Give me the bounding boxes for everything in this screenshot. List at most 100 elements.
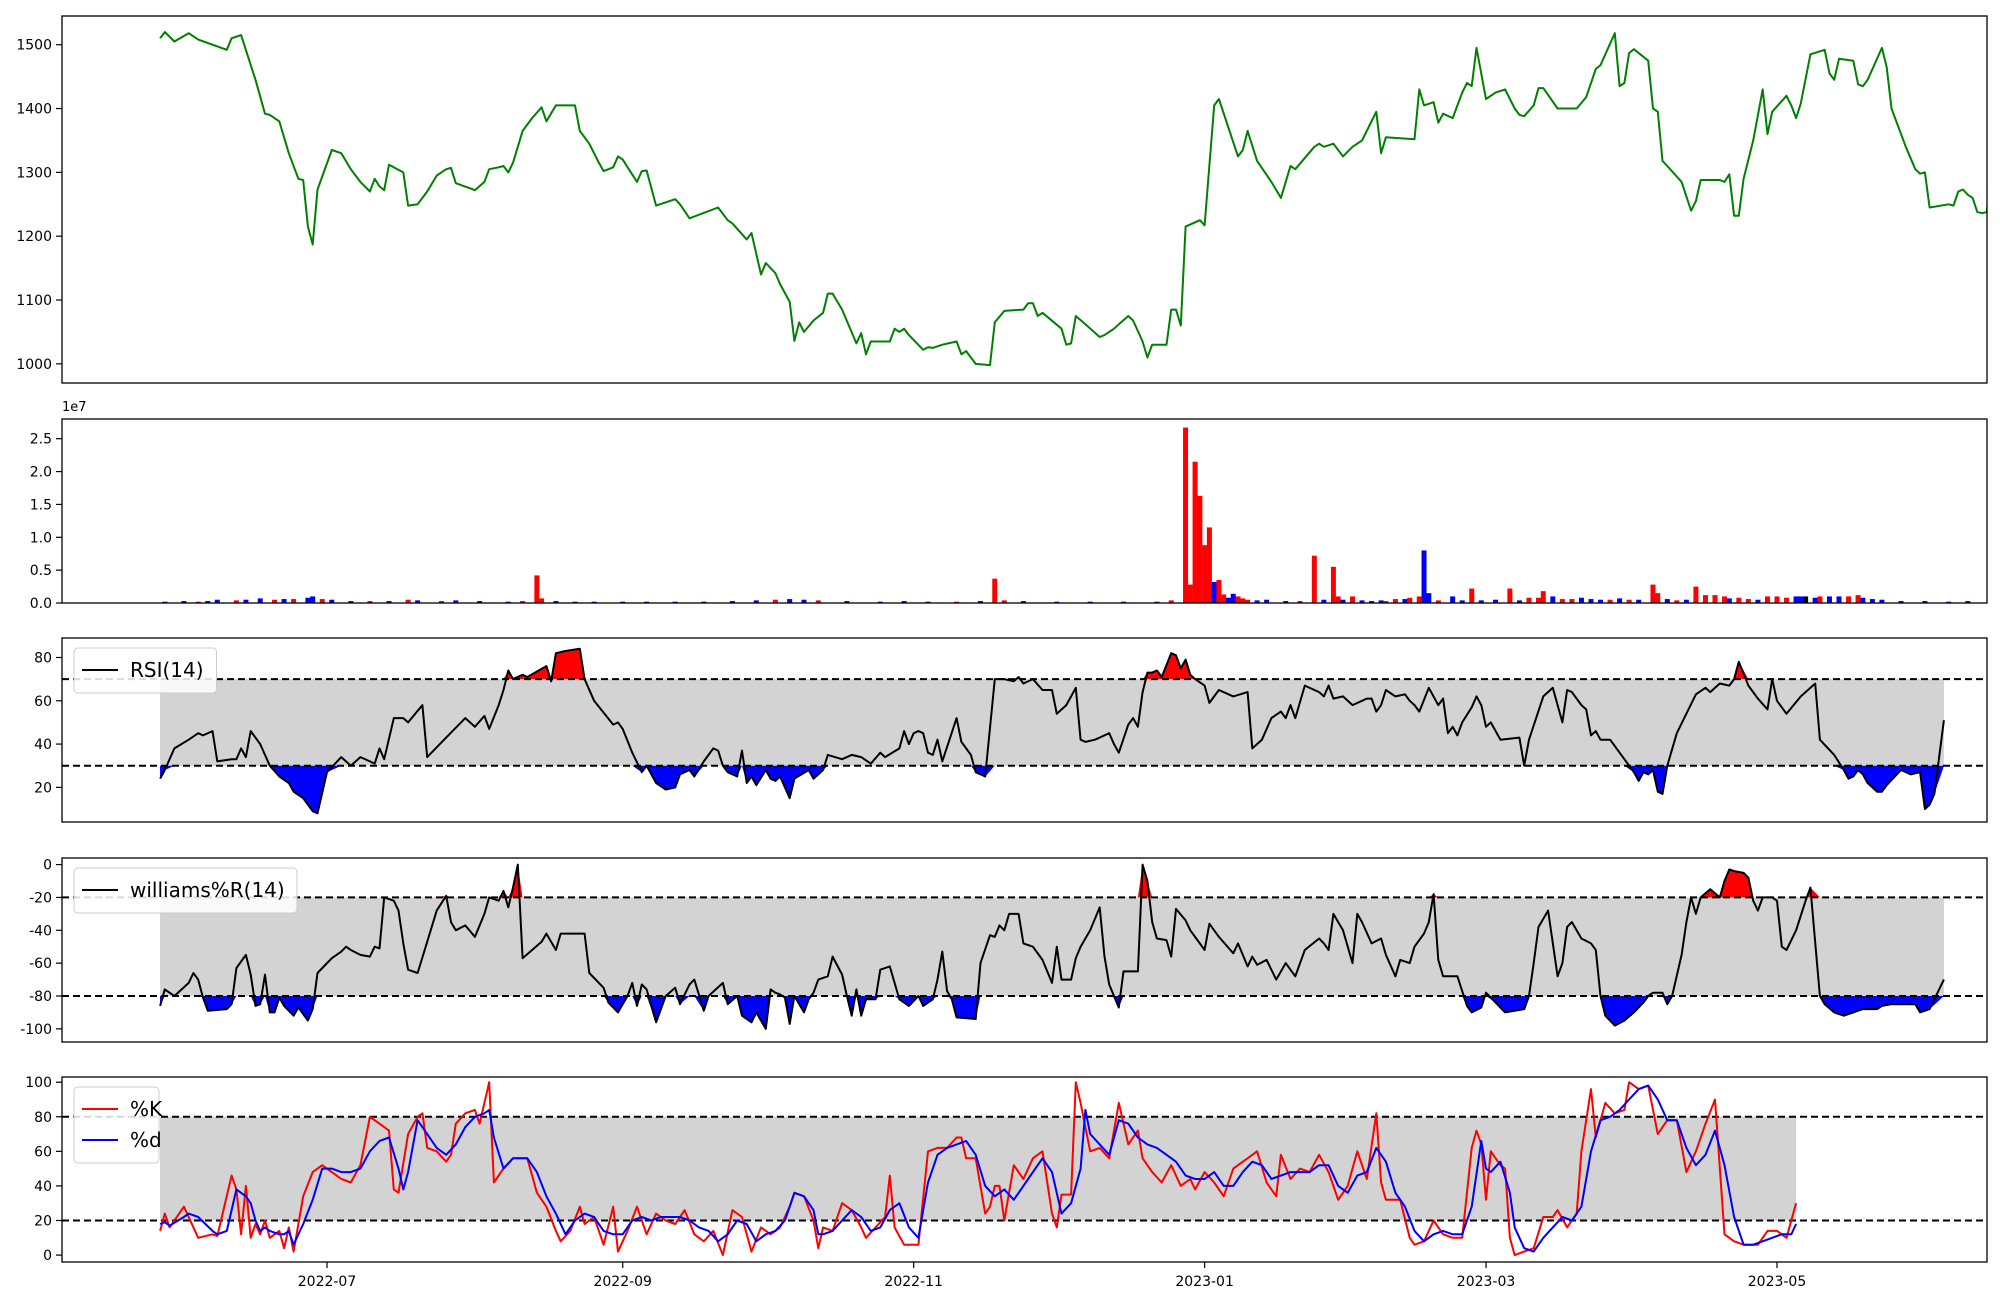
legend-box: [73, 647, 217, 694]
y-tick-label: 40: [34, 1179, 52, 1195]
volume-bar: [1569, 599, 1575, 603]
volume-bar: [1335, 596, 1341, 603]
volume-bar: [1383, 601, 1389, 603]
volume-bar: [1526, 597, 1532, 603]
x-tick-label: 2022-09: [593, 1274, 652, 1290]
axes-frame-rsi: [61, 637, 1988, 823]
volume-bar: [181, 601, 187, 603]
volume-bar: [1340, 599, 1346, 603]
y-tick-label: 80: [34, 1110, 52, 1126]
legend-box: [73, 867, 298, 914]
volume-bar: [1755, 599, 1761, 603]
plot-area-williams: [62, 863, 1987, 1030]
volume-bar: [977, 601, 983, 603]
volume-bar: [801, 599, 807, 603]
panel-volume: 0.0 0.5 1.0 1.5 2.0 2.5 1e7: [30, 400, 1988, 612]
y-tick-label: 0: [43, 1248, 52, 1264]
volume-bar: [672, 601, 678, 603]
volume-bar: [1693, 586, 1699, 603]
volume-bar: [1197, 495, 1203, 603]
volume-bar: [1712, 595, 1718, 603]
volume-bar: [1922, 601, 1928, 603]
volume-bar: [539, 598, 545, 603]
series-line-rsi-0: [159, 647, 1945, 815]
volume-bar: [591, 601, 597, 603]
y-tick-label: 2.5: [30, 432, 52, 448]
volume-bar: [1898, 601, 1904, 603]
volume-bar: [1578, 597, 1584, 603]
volume-bar: [534, 575, 540, 603]
volume-bar: [1407, 597, 1413, 603]
overbought-fill-williams: [160, 864, 1944, 898]
volume-bar: [415, 600, 421, 603]
volume-bar: [1674, 600, 1680, 603]
oversold-fill-rsi: [160, 765, 1944, 814]
volume-offset-label: 1e7: [62, 400, 87, 415]
plot-area-volume: [162, 427, 1971, 603]
volume-bar: [1550, 596, 1556, 603]
volume-bar: [815, 600, 821, 603]
volume-bar: [844, 601, 850, 603]
series-line-stochastic-1: [159, 1084, 1798, 1253]
volume-bar: [1946, 601, 1952, 603]
volume-bar: [1297, 601, 1303, 603]
volume-bar: [877, 601, 883, 603]
legend-rsi: RSI(14): [73, 647, 217, 694]
volume-bar: [1121, 601, 1127, 603]
volume-bar: [644, 601, 650, 603]
y-tick-label: 1.5: [30, 497, 52, 513]
volume-bar: [1655, 593, 1661, 603]
series-line-price-0: [159, 31, 1987, 367]
y-tick-label: 1300: [16, 165, 52, 181]
x-tick-label: 2023-03: [1457, 1274, 1516, 1290]
volume-bar: [1020, 601, 1026, 603]
volume-bar: [1812, 597, 1818, 603]
volume-bar: [1869, 599, 1875, 603]
volume-bar: [1965, 601, 1971, 603]
y-tick-label: 0.5: [30, 563, 52, 579]
volume-bar: [348, 601, 354, 603]
volume-bar: [214, 599, 220, 603]
volume-bar: [1426, 593, 1432, 603]
oversold-fill-williams: [160, 996, 1944, 1029]
volume-bar: [1764, 596, 1770, 603]
volume-bar: [1493, 599, 1499, 603]
volume-bar: [1478, 600, 1484, 603]
panel-rsi: 20 40 60 80 RSI(14): [34, 637, 1988, 823]
volume-bar: [1450, 596, 1456, 603]
volume-bar: [1793, 596, 1799, 603]
y-tick-label: 20: [34, 1214, 52, 1230]
volume-bar: [1349, 596, 1355, 603]
volume-bar: [1726, 598, 1732, 603]
legend-label: %d: [130, 1128, 162, 1152]
plot-area-stochastic: [62, 1081, 1987, 1257]
panel-price: 1000 1100 1200 1300 1400 1500: [16, 15, 1988, 384]
volume-bar: [367, 601, 373, 603]
volume-bar: [453, 600, 459, 603]
legend-label: %K: [130, 1097, 163, 1121]
volume-bar: [195, 601, 201, 603]
volume-bar: [1392, 599, 1398, 603]
y-tick-label: -60: [29, 956, 52, 972]
volume-bar: [1330, 566, 1336, 603]
volume-bar: [1855, 595, 1861, 603]
volume-bar: [291, 599, 297, 603]
volume-bar: [257, 598, 263, 603]
panel-stochastic: 0 20 40 60 80 100 %K %d 2022-07 2022-09 2022-11 202…: [25, 1075, 1988, 1290]
plot-area-rsi: [62, 647, 1987, 815]
volume-bar: [729, 601, 735, 603]
volume-bar: [772, 599, 778, 603]
y-tick-label: 0.0: [30, 596, 52, 612]
series-line-williams-0: [159, 863, 1945, 1030]
volume-bar: [520, 601, 526, 603]
volume-bar: [1283, 601, 1289, 603]
volume-bar: [1321, 599, 1327, 603]
volume-bar: [505, 601, 511, 603]
volume-bar: [620, 601, 626, 603]
y-tick-label: -80: [29, 989, 52, 1005]
y-tick-label: 100: [25, 1075, 52, 1091]
volume-bar: [1536, 597, 1542, 603]
volume-bar: [272, 599, 278, 603]
volume-bar: [1774, 596, 1780, 603]
y-tick-label: 80: [34, 650, 52, 666]
